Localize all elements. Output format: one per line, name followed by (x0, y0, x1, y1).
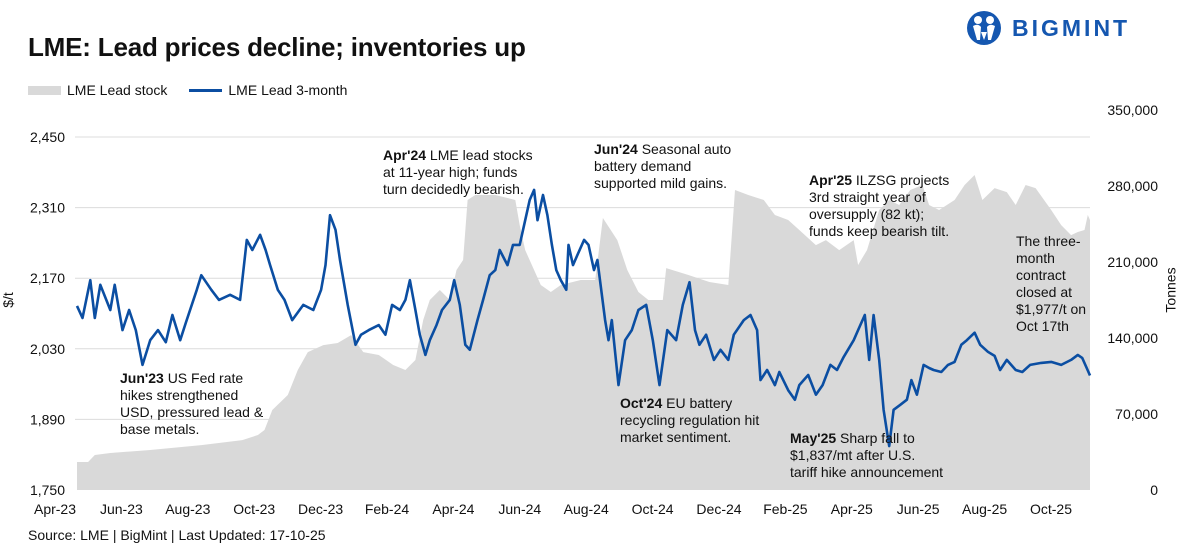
y-tick-label-right: 280,000 (1107, 178, 1158, 194)
annotation-text: Seasonal auto (641, 141, 732, 157)
legend-label-stock: LME Lead stock (67, 82, 168, 98)
annotation-text: $1,837/mt after U.S. (790, 447, 916, 463)
chart-title: LME: Lead prices decline; inventories up (28, 32, 526, 62)
y-axis-title-left: $/t (0, 292, 16, 308)
stock-area (77, 175, 1090, 490)
annotation-date: Apr'24 (383, 147, 430, 163)
x-tick-label: Jun-24 (498, 501, 541, 517)
x-tick-label: Oct-23 (233, 501, 275, 517)
x-tick-label: Jun-23 (100, 501, 143, 517)
annotation-date: May'25 (790, 430, 841, 446)
annotation-date: Jun'23 (120, 370, 168, 386)
annotation: The three-month contract closed at $1,977/t… (1016, 233, 1086, 335)
annotation-text: USD, pressured lead & (120, 404, 264, 420)
x-tick-label: Dec-24 (696, 501, 741, 517)
annotation-text: EU battery (666, 395, 733, 411)
annotation-text: Sharp fall to (840, 430, 915, 446)
y-tick-label-left: 2,170 (30, 270, 65, 286)
y-tick-label-left: 1,750 (30, 482, 65, 498)
x-tick-label: Aug-23 (165, 501, 210, 517)
x-tick-label: Oct-25 (1030, 501, 1072, 517)
annotation-text: base metals. (120, 421, 200, 437)
annotation-text: LME lead stocks (429, 147, 533, 163)
annotation-text: tariff hike announcement (790, 464, 944, 480)
annotation: Apr'25 ILZSG projects 3rd straight year o… (809, 172, 949, 240)
y-axis-title-right: Tonnes (1162, 267, 1179, 313)
x-tick-label: Aug-24 (564, 501, 609, 517)
annotation-text: supported mild gains. (594, 175, 728, 191)
y-tick-label-left: 1,890 (30, 411, 65, 427)
annotation-date: Oct'24 (620, 395, 667, 411)
y-tick-label-right: 210,000 (1107, 254, 1158, 270)
people-circle-logo-icon (967, 11, 1001, 45)
y-tick-label-left: 2,030 (30, 341, 65, 357)
annotation-text: turn decidedly bearish. (383, 181, 524, 197)
legend: LME Lead stock LME Lead 3-month (28, 82, 347, 98)
annotation-text: 3rd straight year of (809, 189, 926, 205)
annotation-text: closed at (1016, 284, 1073, 300)
x-tick-label: Dec-23 (298, 501, 343, 517)
annotation-date: Jun'24 (594, 141, 642, 157)
legend-swatch-price (189, 88, 223, 92)
source-note: Source: LME | BigMint | Last Updated: 17… (28, 527, 326, 543)
annotation-text: battery demand (594, 158, 692, 174)
x-tick-label: Apr-24 (432, 501, 474, 517)
annotation: Oct'24 EU battery recycling regulation hi… (620, 395, 759, 446)
annotation-text: market sentiment. (620, 429, 732, 445)
x-tick-label: Jun-25 (897, 501, 940, 517)
annotation-text: US Fed rate (167, 370, 244, 386)
annotation-date: Apr'25 (809, 172, 856, 188)
annotation-text: oversupply (82 kt); (809, 206, 925, 222)
y-tick-label-left: 2,310 (30, 200, 65, 216)
annotation: May'25 Sharp fall to $1,837/mt after U.S.… (790, 430, 943, 481)
annotation-text: The three- (1016, 233, 1081, 249)
annotation-text: hikes strengthened (120, 387, 239, 403)
y-tick-label-left: 2,450 (30, 129, 65, 145)
price-line (75, 188, 1092, 448)
annotation-text: recycling regulation hit (620, 412, 760, 428)
x-tick-label: Feb-25 (763, 501, 808, 517)
annotation-text: $1,977/t on (1016, 301, 1087, 317)
annotation-text: contract (1016, 267, 1066, 283)
y-tick-label-right: 140,000 (1107, 330, 1158, 346)
x-tick-label: Feb-24 (365, 501, 410, 517)
logo-text: BIGMINT (1012, 14, 1131, 41)
legend-label-price: LME Lead 3-month (228, 82, 348, 98)
annotation-text: ILZSG projects (855, 172, 950, 188)
x-tick-label: Aug-25 (962, 501, 1007, 517)
annotation-text: at 11-year high; funds (383, 164, 518, 180)
x-tick-label: Apr-25 (831, 501, 873, 517)
y-tick-label-right: 350,000 (1107, 102, 1158, 118)
legend-swatch-stock (28, 85, 61, 95)
annotation-text: funds keep bearish tilt. (809, 223, 950, 239)
y-tick-label-right: 0 (1150, 482, 1158, 498)
y-tick-label-right: 70,000 (1115, 406, 1158, 422)
x-tick-label: Apr-23 (34, 501, 76, 517)
bigmint-logo: BIGMINT (966, 10, 1130, 46)
annotation: Apr'24 LME lead stocks at 11-year high; f… (383, 147, 533, 198)
annotation-text: month (1016, 250, 1055, 266)
annotation-text: Oct 17th (1016, 318, 1069, 334)
x-tick-label: Oct-24 (632, 501, 674, 517)
annotation: Jun'23 US Fed rate hikes strengthened USD,… (120, 370, 263, 438)
annotation: Jun'24 Seasonal auto battery demand suppor… (594, 141, 731, 192)
